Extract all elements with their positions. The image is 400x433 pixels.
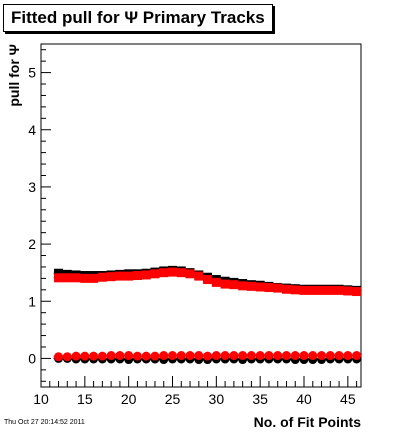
data-point-circle	[62, 352, 72, 362]
y-axis-title: pull for Ψ	[6, 44, 22, 107]
data-point-circle	[194, 351, 204, 361]
x-tick-label: 25	[165, 391, 181, 407]
data-point-square	[97, 272, 107, 282]
data-point-square	[89, 273, 99, 283]
y-tick-label: 4	[28, 122, 36, 138]
data-point-circle	[343, 351, 353, 361]
data-point-circle	[89, 351, 99, 361]
data-point-square	[71, 273, 81, 283]
data-point-square	[150, 269, 160, 279]
data-point-square	[54, 273, 64, 283]
data-point-circle	[115, 351, 125, 361]
data-point-square	[211, 277, 221, 287]
data-point-circle	[203, 351, 213, 361]
x-tick-label: 15	[77, 391, 93, 407]
data-point-square	[194, 271, 204, 281]
data-point-circle	[97, 351, 107, 361]
data-point-circle	[106, 351, 116, 361]
y-tick-label: 1	[28, 293, 36, 309]
x-axis-title: No. of Fit Points	[254, 414, 362, 430]
data-point-square	[229, 280, 239, 290]
data-point-square	[80, 273, 90, 283]
data-point-square	[132, 271, 142, 281]
chart-title-box: Fitted pull for Ψ Primary Tracks	[3, 4, 273, 32]
data-point-circle	[299, 351, 309, 361]
data-point-circle	[54, 352, 64, 362]
data-point-square	[141, 270, 151, 280]
data-point-square	[334, 285, 344, 295]
data-point-circle	[176, 351, 186, 361]
data-point-circle	[334, 351, 344, 361]
data-point-square	[220, 279, 230, 289]
data-point-square	[273, 283, 283, 293]
data-point-square	[246, 281, 256, 291]
y-tick-label: 0	[28, 350, 36, 366]
data-point-circle	[317, 351, 327, 361]
data-point-square	[238, 281, 248, 291]
data-point-square	[124, 271, 134, 281]
data-point-circle	[229, 351, 239, 361]
data-point-square	[62, 273, 72, 283]
data-point-circle	[264, 351, 274, 361]
data-point-circle	[220, 351, 230, 361]
data-point-square	[290, 285, 300, 295]
y-tick-label: 3	[28, 179, 36, 195]
data-point-square	[54, 268, 64, 278]
data-point-square	[352, 287, 362, 297]
data-point-square	[325, 285, 335, 295]
x-tick-label: 20	[121, 391, 137, 407]
y-tick-label: 5	[28, 65, 36, 81]
data-point-square	[343, 286, 353, 296]
data-point-circle	[246, 351, 256, 361]
data-point-circle	[141, 351, 151, 361]
plot-frame	[40, 43, 362, 388]
data-point-square	[185, 269, 195, 279]
x-tick-label: 30	[209, 391, 225, 407]
data-point-circle	[281, 351, 291, 361]
data-point-square	[308, 285, 318, 295]
x-tick-label: 40	[296, 391, 312, 407]
data-point-circle	[132, 351, 142, 361]
x-tick-label: 10	[33, 391, 49, 407]
data-point-circle	[71, 351, 81, 361]
data-point-square	[176, 268, 186, 278]
data-point-square	[299, 285, 309, 295]
data-point-square	[255, 282, 265, 292]
chart-title: Fitted pull for Ψ Primary Tracks	[11, 8, 265, 27]
data-point-square	[317, 285, 327, 295]
data-point-circle	[325, 351, 335, 361]
data-point-square	[203, 275, 213, 285]
data-point-square	[115, 271, 125, 281]
data-point-circle	[159, 351, 169, 361]
data-point-circle	[80, 351, 90, 361]
x-tick-label: 45	[340, 391, 356, 407]
data-point-circle	[185, 351, 195, 361]
data-point-square	[281, 284, 291, 294]
data-point-circle	[255, 351, 265, 361]
data-point-circle	[150, 351, 160, 361]
x-tick-label: 35	[252, 391, 268, 407]
data-point-circle	[352, 351, 362, 361]
data-point-circle	[308, 351, 318, 361]
data-point-circle	[124, 351, 134, 361]
timestamp-footer: Thu Oct 27 20:14:52 2011	[4, 419, 85, 426]
data-point-square	[168, 267, 178, 277]
data-point-circle	[168, 351, 178, 361]
data-point-circle	[211, 351, 221, 361]
data-point-square	[264, 283, 274, 293]
data-point-circle	[273, 351, 283, 361]
data-point-circle	[290, 351, 300, 361]
data-point-square	[106, 272, 116, 282]
data-point-square	[159, 268, 169, 278]
data-point-circle	[238, 351, 248, 361]
y-tick-label: 2	[28, 236, 36, 252]
